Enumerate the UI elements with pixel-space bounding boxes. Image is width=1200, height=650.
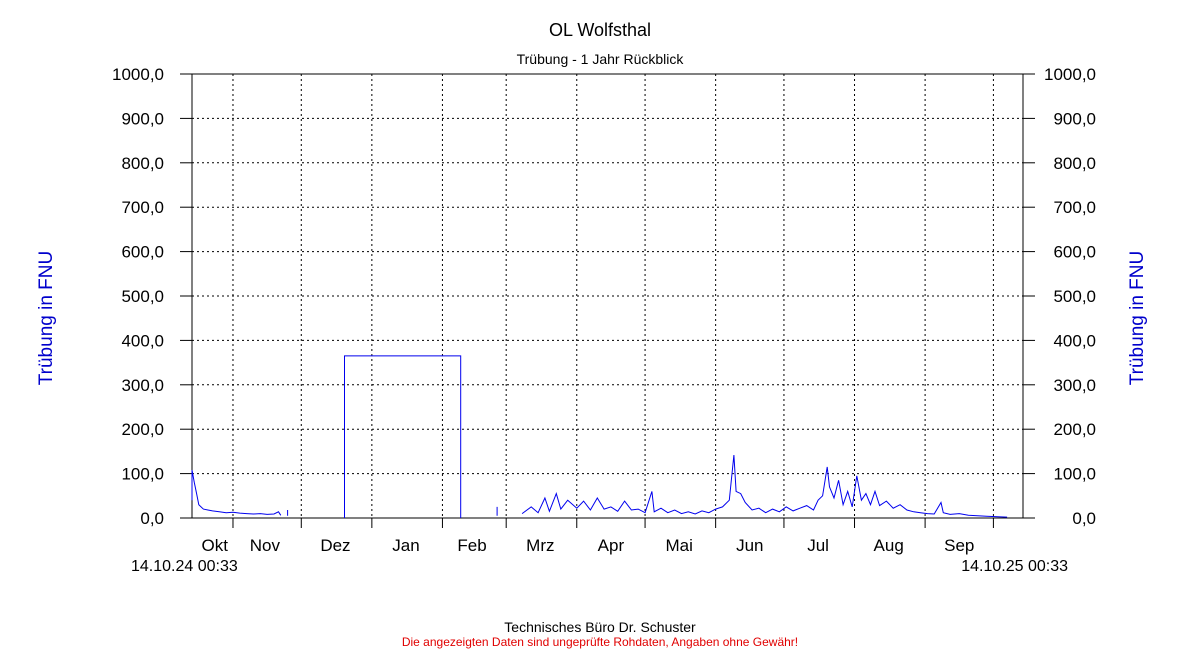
series-group (191, 355, 1008, 518)
y-axis-label-left: Trübung in FNU (36, 251, 57, 385)
x-tick-label: Nov (250, 536, 281, 555)
y-tick-label: 100,0 (1053, 465, 1096, 484)
y-tick-label: 800,0 (1053, 154, 1096, 173)
x-tick-label: Apr (598, 536, 625, 555)
y-tick-label: 1000,0 (1044, 65, 1096, 84)
y-tick-label: 0,0 (140, 509, 164, 528)
y-axis-left: 0,0 100,0 200,0 300,0 400,0 500,0 600,0 700,0 80… (112, 65, 192, 528)
y-tick-label: 800,0 (121, 154, 164, 173)
y-tick-label: 100,0 (121, 465, 164, 484)
y-tick-label: 600,0 (1053, 243, 1096, 262)
y-tick-label: 600,0 (121, 243, 164, 262)
y-tick-label: 300,0 (1053, 376, 1096, 395)
chart-title: OL Wolfsthal (549, 20, 651, 40)
y-tick-label: 700,0 (1053, 198, 1096, 217)
x-tick-label: Jun (736, 536, 763, 555)
chart-subtitle: Trübung - 1 Jahr Rückblick (517, 51, 685, 67)
x-axis: Okt Nov Dez Jan Feb Mrz Apr Mai Jun Jul Aug Sep (202, 518, 994, 555)
footer-company: Technisches Büro Dr. Schuster (504, 619, 696, 635)
y-tick-label: 400,0 (1053, 331, 1096, 350)
y-axis-label-right: Trübung in FNU (1127, 251, 1148, 385)
y-tick-label: 500,0 (1053, 287, 1096, 306)
x-tick-label: Jan (392, 536, 419, 555)
y-tick-label: 1000,0 (112, 65, 164, 84)
x-start-label: 14.10.24 00:33 (131, 558, 238, 575)
y-tick-label: 200,0 (1053, 420, 1096, 439)
y-tick-label: 500,0 (121, 287, 164, 306)
y-tick-label: 900,0 (121, 109, 164, 128)
x-end-label: 14.10.25 00:33 (961, 558, 1068, 575)
footer-disclaimer: Die angezeigten Daten sind ungeprüfte Ro… (402, 635, 798, 649)
x-tick-label: Mrz (526, 536, 554, 555)
x-tick-label: Jul (807, 536, 829, 555)
y-tick-label: 700,0 (121, 198, 164, 217)
x-tick-label: Mai (666, 536, 693, 555)
x-tick-label: Okt (202, 536, 229, 555)
y-tick-label: 900,0 (1053, 109, 1096, 128)
y-tick-label: 400,0 (121, 331, 164, 350)
y-axis-right: 0,0 100,0 200,0 300,0 400,0 500,0 600,0 700,0 80… (1023, 65, 1096, 528)
x-tick-label: Feb (457, 536, 486, 555)
x-tick-label: Sep (944, 536, 974, 555)
x-tick-label: Aug (874, 536, 904, 555)
x-tick-label: Dez (320, 536, 350, 555)
grid-lines (192, 73, 1023, 518)
series-line (191, 355, 1008, 518)
y-tick-label: 300,0 (121, 376, 164, 395)
y-tick-label: 200,0 (121, 420, 164, 439)
y-tick-label: 0,0 (1072, 509, 1096, 528)
